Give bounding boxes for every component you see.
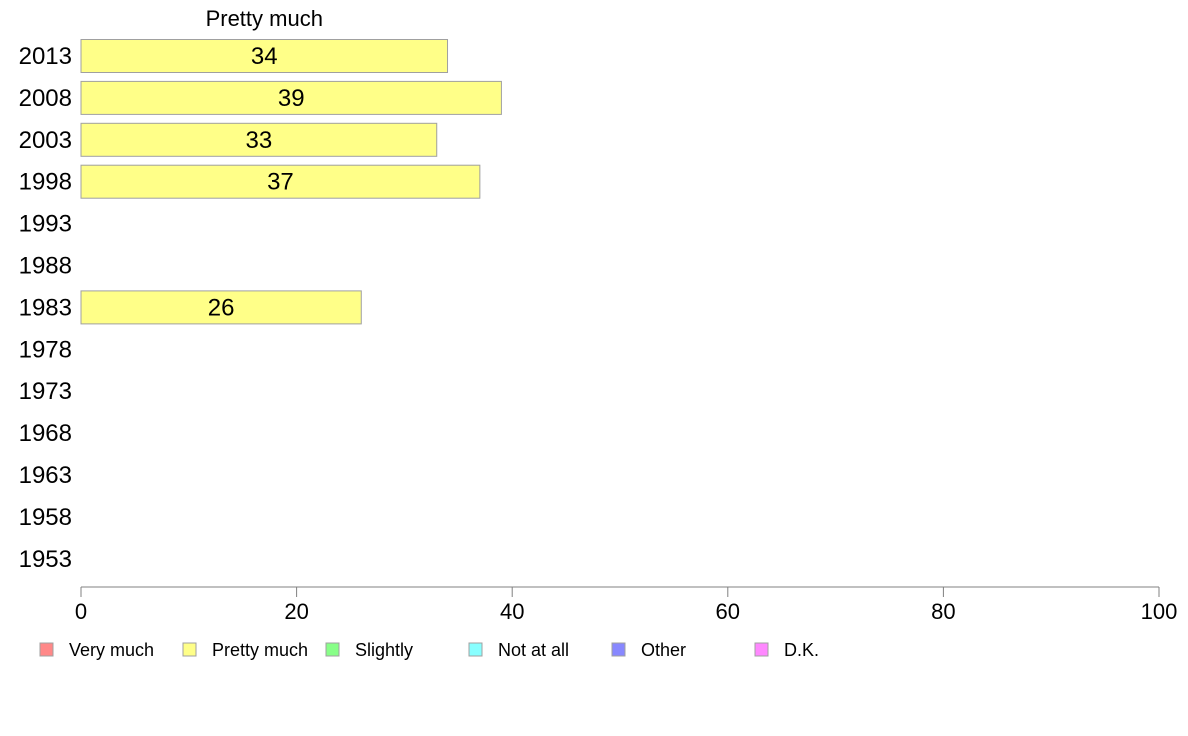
x-tick-label: 100 [1141, 599, 1178, 624]
category-label: 1993 [19, 211, 72, 238]
category-label: 2003 [19, 127, 72, 154]
legend-label: Pretty much [212, 640, 308, 660]
legend-swatch [182, 642, 197, 657]
legend-swatch [468, 642, 483, 657]
legend-swatch [611, 642, 626, 657]
legend: Very much Pretty much Slightly Not at all Ot… [39, 640, 819, 660]
x-tick-label: 20 [284, 599, 308, 624]
series-title: Pretty much [206, 6, 323, 31]
category-label: 1953 [19, 546, 72, 573]
category-label: 1973 [19, 378, 72, 405]
category-label: 1958 [19, 504, 72, 531]
category-label: 1988 [19, 253, 72, 280]
category-labels: 2013 2008 2003 1998 1993 1988 1983 1978 1973 1968… [19, 43, 72, 573]
category-label: 2008 [19, 85, 72, 112]
bar [80, 164, 481, 199]
legend-label: Other [641, 640, 686, 660]
bar [80, 122, 438, 157]
category-label: 1968 [19, 420, 72, 447]
bar [80, 39, 449, 73]
legend-label: Very much [69, 640, 154, 660]
data-label: 37 [267, 169, 294, 196]
category-label: 1983 [19, 294, 72, 321]
legend-label: D.K. [784, 640, 819, 660]
legend-swatch [325, 642, 340, 657]
x-axis: 0 20 40 60 80 100 [75, 586, 1178, 624]
bar [80, 80, 502, 115]
data-label: 26 [208, 294, 235, 321]
x-tick-label: 80 [931, 599, 955, 624]
data-label: 34 [251, 43, 278, 70]
legend-label: Not at all [498, 640, 569, 660]
category-label: 1978 [19, 336, 72, 363]
bar [80, 290, 362, 325]
data-label: 33 [246, 127, 273, 154]
x-tick-label: 40 [500, 599, 524, 624]
x-tick-label: 60 [716, 599, 740, 624]
category-label: 1998 [19, 169, 72, 196]
legend-swatch [754, 642, 769, 657]
legend-label: Slightly [355, 640, 413, 660]
category-label: 2013 [19, 43, 72, 70]
data-label: 39 [278, 85, 305, 112]
category-label: 1963 [19, 462, 72, 489]
x-tick-label: 0 [75, 599, 87, 624]
legend-swatch [39, 642, 54, 657]
bars [80, 39, 502, 325]
